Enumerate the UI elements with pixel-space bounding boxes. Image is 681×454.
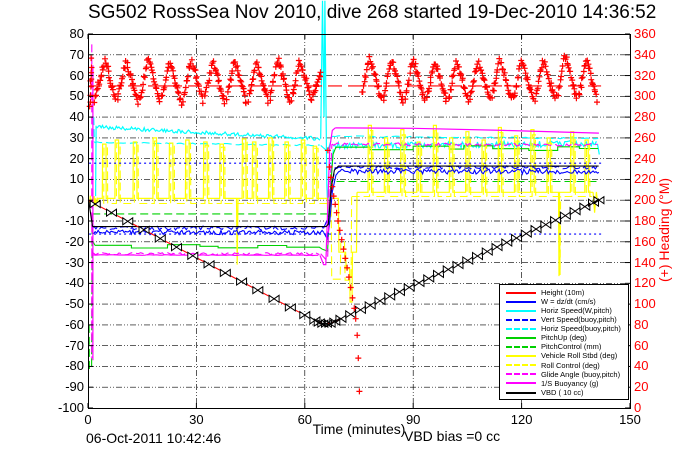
y-tick-label-left: 20 <box>69 150 84 166</box>
y-tick-label-right: 320 <box>634 67 656 83</box>
legend-item-label: Horiz Speed(W,pitch) <box>541 305 612 315</box>
legend-line-sample <box>506 373 536 376</box>
legend-item: W = dz/dt (cm/s) <box>500 297 628 306</box>
legend-line-sample <box>506 364 536 367</box>
y-tick-label-right: 180 <box>634 213 656 228</box>
y-tick-label-left: 50 <box>69 88 84 104</box>
y-tick-label-left: -60 <box>65 316 84 332</box>
timestamp-annotation: 06-Oct-2011 10:42:46 <box>86 430 222 446</box>
y-tick-label-left: -20 <box>65 233 84 249</box>
legend-item: Glide Angle (buoy,pitch) <box>500 370 628 379</box>
x-axis-label: Time (minutes) <box>312 421 406 437</box>
x-tick-label: 60 <box>297 412 313 427</box>
y-tick-label-right: 140 <box>634 254 656 270</box>
legend-item: PitchControl (mm) <box>500 343 628 352</box>
y-tick-label-left: 60 <box>69 67 84 83</box>
y-tick-label-right: 40 <box>634 358 649 374</box>
x-tick-label: 90 <box>405 412 421 427</box>
legend-item-label: VBD ( 10 cc) <box>541 387 584 397</box>
legend-line-sample <box>506 291 536 294</box>
series-vbd <box>88 165 599 228</box>
y-tick-label-left: -10 <box>65 213 84 228</box>
y-tick-label-left: 80 <box>69 26 84 41</box>
legend-item: Roll Control (deg) <box>500 361 628 370</box>
legend-item: Horiz Speed(W,pitch) <box>500 306 628 315</box>
legend-item-label: Glide Angle (buoy,pitch) <box>541 369 621 379</box>
x-tick-label: 120 <box>510 412 533 427</box>
legend-item-label: PitchControl (mm) <box>541 342 602 352</box>
y-tick-label-right: 160 <box>634 233 656 249</box>
legend-item: VBD ( 10 cc) <box>500 388 628 397</box>
legend-item: Horiz Speed(buoy,pitch) <box>500 324 628 333</box>
y-tick-label-right: 280 <box>634 109 656 125</box>
legend-line-sample <box>506 391 536 394</box>
y-tick-label-right: 0 <box>634 400 642 415</box>
legend-item-label: Horiz Speed(buoy,pitch) <box>541 324 621 334</box>
legend-line-sample <box>506 355 536 358</box>
x-tick-label: 150 <box>619 412 641 427</box>
y-tick-label-right: 260 <box>634 129 656 145</box>
legend-item-label: 1/S Buoyancy (g) <box>541 378 599 388</box>
y-tick-label-left: 70 <box>69 46 84 62</box>
y-tick-label-left: -70 <box>65 337 84 353</box>
y-tick-label-left: -80 <box>65 358 84 374</box>
legend-item: Vert Speed(buoy,pitch) <box>500 315 628 324</box>
legend-item-label: W = dz/dt (cm/s) <box>541 296 596 306</box>
legend-item-label: Roll Control (deg) <box>541 360 600 370</box>
y-tick-label-left: 10 <box>69 171 84 187</box>
y-tick-label-left: -50 <box>65 296 84 312</box>
y-tick-label-left: -40 <box>65 275 84 291</box>
y-tick-label-left: 0 <box>76 192 84 208</box>
y-tick-label-left: -100 <box>57 400 84 415</box>
y-tick-label-right: 220 <box>634 171 656 187</box>
y-tick-label-right: 200 <box>634 192 656 208</box>
chart-title: SG502 RossSea Nov 2010, dive 268 started… <box>88 2 657 23</box>
y-tick-label-left: 40 <box>69 109 84 125</box>
legend-item: Height (10m) <box>500 288 628 297</box>
series-roll-control <box>91 130 595 281</box>
legend-line-sample <box>506 327 536 330</box>
y-tick-label-right: 100 <box>634 296 656 312</box>
series-height <box>87 195 605 329</box>
heading-plus-markers <box>86 52 600 395</box>
y-tick-label-left: -30 <box>65 254 84 270</box>
legend-line-sample <box>506 309 536 312</box>
y-tick-label-right: 80 <box>634 316 649 332</box>
legend-line-sample <box>506 346 536 349</box>
legend-line-sample <box>506 337 536 340</box>
series-buoyancy <box>92 65 599 361</box>
legend-line-sample <box>506 382 536 385</box>
legend-item: Vehicle Roll Stbd (deg) <box>500 352 628 361</box>
x-tick-label: 0 <box>84 412 92 427</box>
legend-line-sample <box>506 300 536 303</box>
legend-line-sample <box>506 318 536 321</box>
legend-item-label: Height (10m) <box>541 287 585 297</box>
legend-item: PitchUp (deg) <box>500 333 628 342</box>
y-tick-label-right: 340 <box>634 46 656 62</box>
y-tick-label-right: 240 <box>634 150 656 166</box>
y-tick-label-left: 30 <box>69 129 84 145</box>
legend-item: 1/S Buoyancy (g) <box>500 379 628 388</box>
legend-item-label: Vehicle Roll Stbd (deg) <box>541 351 618 361</box>
vbd-bias-annotation: VBD bias =0 cc <box>404 428 501 444</box>
height-bowtie-markers <box>89 195 605 329</box>
y-tick-label-right: 300 <box>634 88 656 104</box>
axis-ticks <box>87 33 631 409</box>
x-tick-label: 30 <box>189 412 204 427</box>
legend: Height (10m) W = dz/dt (cm/s) Horiz Speed(… <box>499 284 629 400</box>
y-tick-label-right: 360 <box>634 26 656 41</box>
legend-item-label: Vert Speed(buoy,pitch) <box>541 315 617 325</box>
legend-item-label: PitchUp (deg) <box>541 333 587 343</box>
y-tick-label-right: 20 <box>634 379 649 395</box>
y-tick-label-right: 120 <box>634 275 656 291</box>
right-axis-label: (+) Heading (°M) <box>656 177 672 282</box>
y-tick-label-right: 60 <box>634 337 649 353</box>
y-tick-label-left: -90 <box>65 379 84 395</box>
